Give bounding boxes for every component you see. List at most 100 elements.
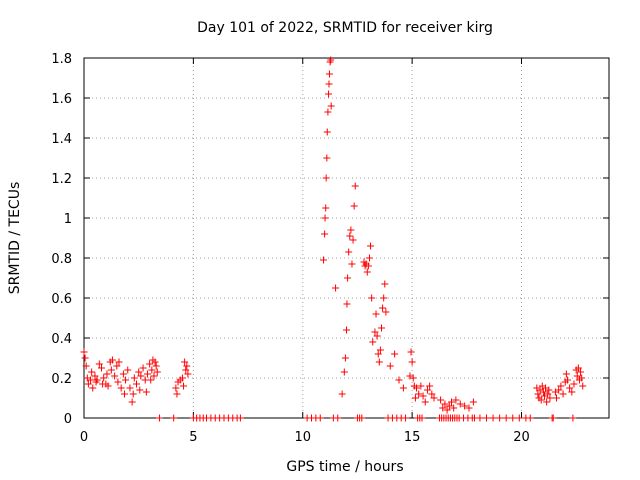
data-point <box>343 300 351 308</box>
data-point <box>100 374 108 382</box>
data-point <box>563 376 571 384</box>
y-tick-label: 1.2 <box>51 172 72 187</box>
data-point <box>117 384 125 392</box>
data-point <box>143 370 151 378</box>
data-point <box>327 56 335 64</box>
data-point <box>153 368 161 376</box>
data-point <box>347 226 355 234</box>
data-point <box>172 384 180 392</box>
data-point <box>374 350 382 358</box>
y-tick-label: 0.6 <box>51 292 72 307</box>
chart-title: Day 101 of 2022, SRMTID for receiver kir… <box>197 20 493 36</box>
data-point <box>452 396 460 404</box>
data-point <box>126 384 134 392</box>
data-point <box>386 362 394 370</box>
data-point <box>574 364 582 372</box>
data-point <box>367 242 375 250</box>
data-point <box>545 386 553 394</box>
data-point <box>569 414 577 422</box>
data-point <box>155 414 163 422</box>
data-point <box>119 370 127 378</box>
data-point <box>373 332 381 340</box>
data-point <box>461 402 469 410</box>
data-point <box>570 380 578 388</box>
data-point <box>323 154 331 162</box>
x-axis-label: GPS time / hours <box>286 459 403 475</box>
data-point <box>441 400 449 408</box>
data-point <box>418 414 426 422</box>
data-point <box>348 260 356 268</box>
y-tick-label: 1.6 <box>51 92 72 107</box>
data-point <box>114 378 122 386</box>
y-axis-label: SRMTID / TECUs <box>7 182 23 295</box>
data-point <box>316 414 324 422</box>
data-point <box>544 390 552 398</box>
data-point <box>364 262 372 270</box>
data-point <box>151 358 159 366</box>
data-point <box>409 374 417 382</box>
data-point <box>180 382 188 390</box>
y-tick-label: 0 <box>64 412 72 427</box>
data-point <box>181 358 189 366</box>
data-point <box>320 256 328 264</box>
y-tick-label: 1.4 <box>51 132 72 147</box>
data-point <box>537 396 545 404</box>
data-point <box>578 374 586 382</box>
data-point <box>321 214 329 222</box>
data-point <box>469 398 477 406</box>
data-point <box>368 294 376 302</box>
data-point <box>236 414 244 422</box>
data-point <box>411 394 419 402</box>
data-point <box>413 384 420 392</box>
data-point <box>566 384 574 392</box>
data-point <box>378 324 385 332</box>
data-point <box>559 390 567 398</box>
data-point <box>150 372 158 380</box>
data-point <box>526 414 534 422</box>
data-point <box>133 380 140 388</box>
data-point <box>443 406 451 414</box>
data-point <box>380 294 388 302</box>
data-point <box>129 390 137 398</box>
data-point <box>322 204 330 212</box>
data-point <box>365 254 373 262</box>
data-point <box>483 414 490 422</box>
data-point <box>428 390 436 398</box>
data-point <box>549 414 557 422</box>
data-point <box>346 232 354 240</box>
data-point <box>82 362 90 370</box>
data-point <box>568 388 576 396</box>
data-point <box>351 182 359 190</box>
data-point <box>93 376 101 384</box>
data-point <box>182 366 190 374</box>
data-point <box>146 360 154 368</box>
data-point <box>98 364 105 372</box>
data-point <box>80 348 88 356</box>
data-point <box>375 358 383 366</box>
data-point <box>139 364 147 372</box>
data-point <box>395 376 403 384</box>
data-point <box>407 348 415 356</box>
data-point <box>338 390 346 398</box>
data-point <box>322 174 330 182</box>
data-point <box>430 394 438 402</box>
data-point <box>120 390 128 398</box>
data-point <box>553 394 560 402</box>
data-point <box>496 414 504 422</box>
data-point <box>334 414 342 422</box>
data-point <box>115 358 123 366</box>
data-point <box>555 386 563 394</box>
data-point <box>184 370 192 378</box>
data-point <box>95 360 103 368</box>
data-point <box>349 236 357 244</box>
data-point <box>148 366 156 374</box>
data-point <box>408 358 416 366</box>
data-point <box>344 274 352 282</box>
data-point <box>152 362 160 370</box>
data-point <box>579 382 587 390</box>
data-point <box>340 368 348 376</box>
y-tick-label: 0.2 <box>51 372 72 387</box>
data-point <box>381 280 389 288</box>
data-point <box>369 338 377 346</box>
